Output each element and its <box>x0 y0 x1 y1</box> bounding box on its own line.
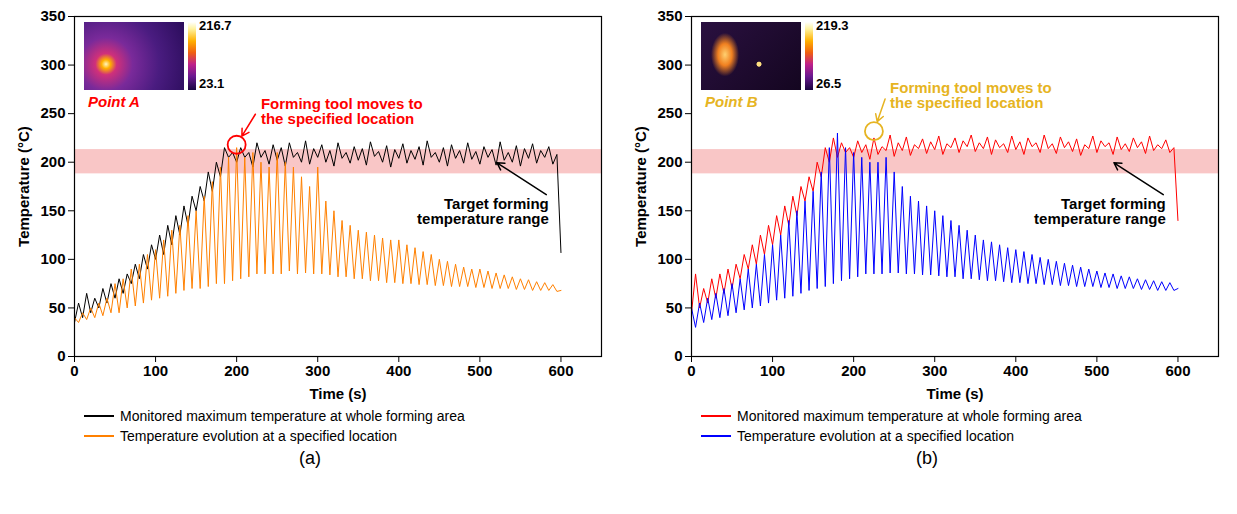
svg-text:200: 200 <box>657 153 682 170</box>
svg-text:200: 200 <box>224 362 249 379</box>
html-text:216.7: 216.7 <box>199 18 232 33</box>
svg-text:50: 50 <box>49 299 66 316</box>
svg-text:Target formingtemperature rang: Target formingtemperature range <box>1034 195 1166 227</box>
svg-text:300: 300 <box>40 56 65 73</box>
svg-text:0: 0 <box>57 347 65 364</box>
html-text:(a): (a) <box>299 448 321 468</box>
svg-text:250: 250 <box>40 104 65 121</box>
svg-text:100: 100 <box>657 250 682 267</box>
svg-text:50: 50 <box>666 299 683 316</box>
svg-text:500: 500 <box>467 362 492 379</box>
svg-text:Temperature (°C): Temperature (°C) <box>632 126 649 247</box>
html-text:23.1: 23.1 <box>199 76 225 91</box>
svg-text:150: 150 <box>40 202 65 219</box>
svg-text:250: 250 <box>657 104 682 121</box>
html-text:26.5: 26.5 <box>816 76 842 91</box>
svg-text:350: 350 <box>657 7 682 24</box>
svg-text:100: 100 <box>760 362 785 379</box>
svg-text:0: 0 <box>687 362 695 379</box>
svg-text:200: 200 <box>40 153 65 170</box>
svg-text:300: 300 <box>657 56 682 73</box>
svg-text:Forming tool moves tothe speci: Forming tool moves tothe specified locat… <box>261 95 423 127</box>
html-text:Monitored maximum temperature: Monitored maximum temperature at whole f… <box>120 408 465 424</box>
svg-text:400: 400 <box>1003 362 1028 379</box>
svg-text:100: 100 <box>143 362 168 379</box>
html-text:Point A: Point A <box>88 93 140 110</box>
html-text:Temperature evolution at a spe: Temperature evolution at a specified loc… <box>737 428 1015 444</box>
svg-text:400: 400 <box>386 362 411 379</box>
svg-text:Temperature (°C): Temperature (°C) <box>15 126 32 247</box>
html-text:Point B: Point B <box>705 93 758 110</box>
svg-text:200: 200 <box>841 362 866 379</box>
svg-text:600: 600 <box>1165 362 1190 379</box>
svg-text:Time (s): Time (s) <box>309 385 366 402</box>
svg-text:0: 0 <box>70 362 78 379</box>
svg-text:100: 100 <box>40 250 65 267</box>
svg-text:Time (s): Time (s) <box>926 385 983 402</box>
svg-text:Forming tool moves tothe speci: Forming tool moves tothe specified locat… <box>890 79 1052 111</box>
svg-text:Target formingtemperature rang: Target formingtemperature range <box>417 195 549 227</box>
html-text:(b): (b) <box>916 448 938 468</box>
svg-text:350: 350 <box>40 7 65 24</box>
svg-text:300: 300 <box>922 362 947 379</box>
html-text:Monitored maximum temperature: Monitored maximum temperature at whole f… <box>737 408 1082 424</box>
html-text:219.3: 219.3 <box>816 18 849 33</box>
html-text:Temperature evolution at a spe: Temperature evolution at a specified loc… <box>120 428 398 444</box>
svg-text:600: 600 <box>548 362 573 379</box>
svg-text:150: 150 <box>657 202 682 219</box>
svg-text:500: 500 <box>1084 362 1109 379</box>
svg-text:300: 300 <box>305 362 330 379</box>
svg-text:0: 0 <box>674 347 682 364</box>
